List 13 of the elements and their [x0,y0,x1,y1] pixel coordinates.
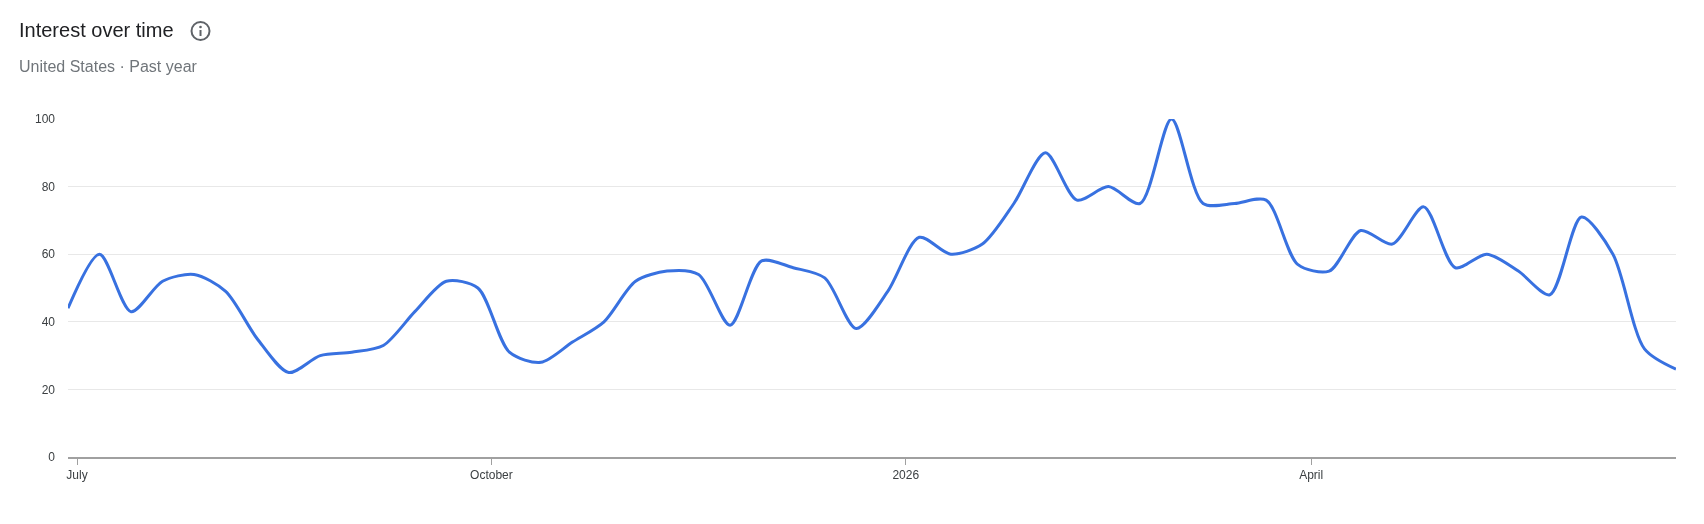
chart-title: Interest over time [19,19,174,41]
y-tick-label: 0 [48,450,56,465]
x-tick-label: 2026 [892,468,920,483]
y-tick-label: 80 [41,179,56,194]
y-tick-label: 20 [41,382,56,397]
x-tick-label: October [470,468,513,483]
y-tick-label: 100 [34,112,56,127]
chart-subtitle: United States · Past year [19,58,198,76]
y-tick-label: 40 [41,315,56,329]
x-tick-label: April [1299,468,1324,483]
y-tick-label: 60 [41,247,56,262]
x-tick-label: July [66,468,88,483]
line-series [68,119,1676,374]
